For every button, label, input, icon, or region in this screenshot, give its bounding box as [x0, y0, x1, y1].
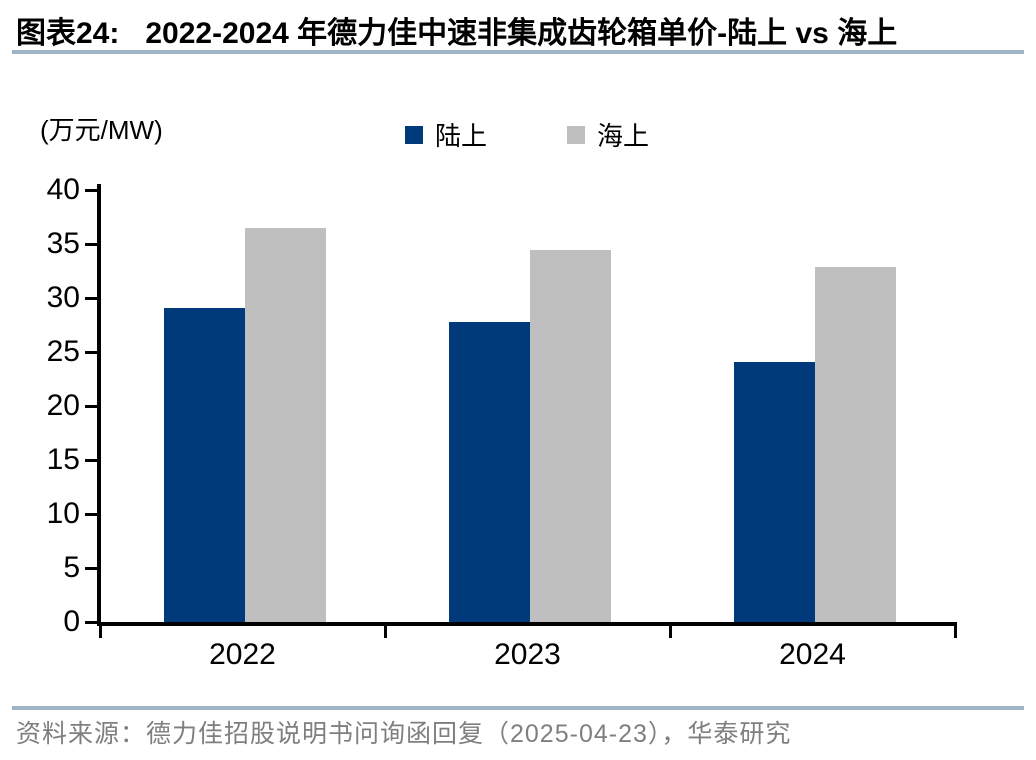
x-axis-tick — [384, 626, 387, 638]
x-axis-tick — [99, 626, 102, 638]
y-axis-tick — [85, 243, 97, 246]
bar-陆上-2022 — [164, 307, 245, 622]
y-axis-unit-label: (万元/MW) — [40, 115, 163, 145]
y-axis-tick — [85, 459, 97, 462]
y-tick-label: 25 — [46, 335, 80, 368]
x-tick-label: 2023 — [494, 638, 561, 671]
y-tick-label: 35 — [46, 227, 80, 260]
figure-title-text: 2022-2024 年德力佳中速非集成齿轮箱单价-陆上 vs 海上 — [145, 17, 898, 50]
y-axis-tick — [85, 351, 97, 354]
plot-area — [100, 190, 955, 622]
x-tick-label: 2022 — [209, 638, 276, 671]
x-tick-label: 2024 — [779, 638, 846, 671]
bar-海上-2024 — [815, 266, 896, 622]
legend-item-海上: 海上 — [567, 116, 649, 153]
y-axis-tick — [85, 297, 97, 300]
y-tick-label: 20 — [46, 389, 80, 422]
y-tick-label: 30 — [46, 281, 80, 314]
bar-海上-2023 — [530, 250, 611, 622]
y-tick-label: 5 — [63, 551, 80, 584]
y-tick-label: 15 — [46, 443, 80, 476]
bar-陆上-2023 — [449, 321, 530, 622]
footer-divider — [12, 706, 1024, 710]
legend: 陆上 海上 — [405, 116, 649, 153]
y-axis-tick — [85, 621, 97, 624]
title-underline — [12, 50, 1024, 54]
y-tick-label: 0 — [63, 605, 80, 638]
y-axis-tick — [85, 189, 97, 192]
source-note: 资料来源：德力佳招股说明书问询函回复（2025-04-23），华泰研究 — [16, 720, 792, 748]
page-title: 图表24: 2022-2024 年德力佳中速非集成齿轮箱单价-陆上 vs 海上 — [16, 8, 897, 52]
bar-陆上-2024 — [734, 361, 815, 622]
legend-label: 海上 — [597, 121, 650, 151]
y-axis-tick — [85, 405, 97, 408]
y-axis-line — [97, 184, 101, 626]
figure-number-label: 图表24: — [16, 17, 120, 50]
y-axis-tick — [85, 513, 97, 516]
y-tick-label: 40 — [46, 173, 80, 206]
legend-item-陆上: 陆上 — [405, 116, 487, 153]
legend-swatch-icon — [405, 125, 423, 144]
legend-swatch-icon — [567, 125, 586, 144]
bar-海上-2022 — [245, 227, 326, 622]
x-axis-tick — [954, 626, 957, 638]
x-axis-tick — [669, 626, 672, 638]
legend-label: 陆上 — [435, 121, 488, 151]
x-axis-line — [97, 622, 957, 626]
y-axis-tick — [85, 567, 97, 570]
y-tick-label: 10 — [46, 497, 80, 530]
